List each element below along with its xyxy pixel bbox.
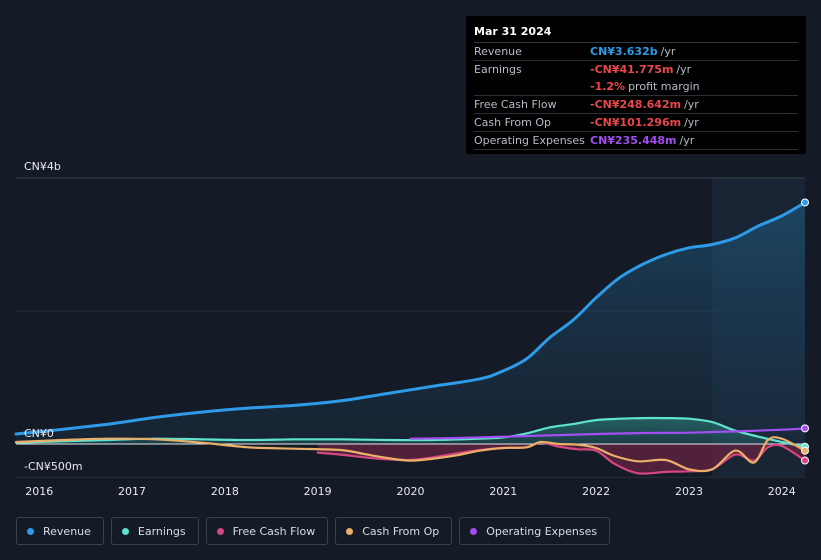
legend-label: Operating Expenses xyxy=(486,524,598,538)
series-end-point-fcf xyxy=(801,456,809,465)
x-tick-label: 2022 xyxy=(582,485,611,498)
area-fcf xyxy=(317,442,805,474)
tooltip-label: Free Cash Flow xyxy=(474,98,557,111)
series-end-point-revenue xyxy=(801,198,809,207)
legend-label: Revenue xyxy=(43,524,91,538)
tooltip-value: CN¥235.448m xyxy=(590,134,677,147)
tooltip-row-fcf: Free Cash Flow -CN¥248.642m /yr xyxy=(474,96,798,114)
tooltip-row-profit-margin: -1.2% profit margin xyxy=(474,78,798,96)
series-end-point-cfo xyxy=(801,446,809,455)
tooltip-row-earnings: Earnings -CN¥41.775m /yr xyxy=(474,61,798,78)
legend-item-earnings[interactable]: Earnings xyxy=(110,517,199,545)
tooltip-value: -1.2% xyxy=(590,80,626,93)
legend-dot-icon xyxy=(216,527,224,535)
area-revenue xyxy=(16,202,805,444)
tooltip-label: Cash From Op xyxy=(474,116,552,129)
x-tick-label: 2016 xyxy=(25,485,54,498)
legend-dot-icon xyxy=(27,527,34,535)
tooltip-panel: Mar 31 2024 Revenue CN¥3.632b /yr Earnin… xyxy=(466,16,806,154)
x-tick-label: 2019 xyxy=(303,485,332,498)
legend-item-revenue[interactable]: Revenue xyxy=(16,517,104,545)
series-line-opex xyxy=(409,427,807,440)
legend-label: Earnings xyxy=(137,524,186,538)
series-line-earnings xyxy=(14,416,807,448)
tooltip-unit: /yr xyxy=(684,116,699,129)
x-tick-label: 2021 xyxy=(489,485,518,498)
tooltip-value: CN¥3.632b xyxy=(590,45,658,58)
tooltip-label: Operating Expenses xyxy=(474,134,585,147)
series-line-revenue xyxy=(14,201,807,436)
tooltip-value: -CN¥248.642m xyxy=(590,98,682,111)
x-tick-label: 2023 xyxy=(674,485,703,498)
legend-item-operating-expenses[interactable]: Operating Expenses xyxy=(459,517,611,545)
y-axis-neg-label: -CN¥500m xyxy=(24,460,83,473)
legend-dot-icon xyxy=(121,527,129,535)
tooltip-unit: profit margin xyxy=(628,80,700,93)
x-tick-label: 2020 xyxy=(396,485,425,498)
tooltip-label: Revenue xyxy=(474,45,522,58)
tooltip-row-opex: Operating Expenses CN¥235.448m /yr xyxy=(474,132,798,150)
x-tick-label: 2018 xyxy=(210,485,239,498)
tooltip-date: Mar 31 2024 xyxy=(474,24,798,43)
legend-item-free-cash-flow[interactable]: Free Cash Flow xyxy=(205,517,329,545)
series-line-cfo xyxy=(14,436,807,473)
legend-label: Free Cash Flow xyxy=(232,524,316,538)
series-end-point-opex xyxy=(801,424,809,433)
y-axis-top-label: CN¥4b xyxy=(24,160,61,173)
tooltip-value: -CN¥101.296m xyxy=(590,116,682,129)
tooltip-value: -CN¥41.775m xyxy=(590,63,674,76)
tooltip-unit: /yr xyxy=(660,45,676,58)
x-tick-label: 2024 xyxy=(767,485,796,498)
tooltip-unit: /yr xyxy=(676,63,692,76)
chart-legend: Revenue Earnings Free Cash Flow Cash Fro… xyxy=(16,517,611,545)
tooltip-label: Earnings xyxy=(474,63,522,76)
x-tick-label: 2017 xyxy=(118,485,147,498)
legend-dot-icon xyxy=(346,527,354,535)
tooltip-unit: /yr xyxy=(679,134,695,147)
tooltip-row-revenue: Revenue CN¥3.632b /yr xyxy=(474,43,798,61)
legend-item-cash-from-op[interactable]: Cash From Op xyxy=(335,517,453,545)
tooltip-row-cfo: Cash From Op -CN¥101.296m /yr xyxy=(474,114,798,132)
legend-dot-icon xyxy=(470,527,478,535)
tooltip-unit: /yr xyxy=(684,98,699,111)
y-axis-zero-label: CN¥0 xyxy=(24,427,54,440)
legend-label: Cash From Op xyxy=(362,524,440,538)
